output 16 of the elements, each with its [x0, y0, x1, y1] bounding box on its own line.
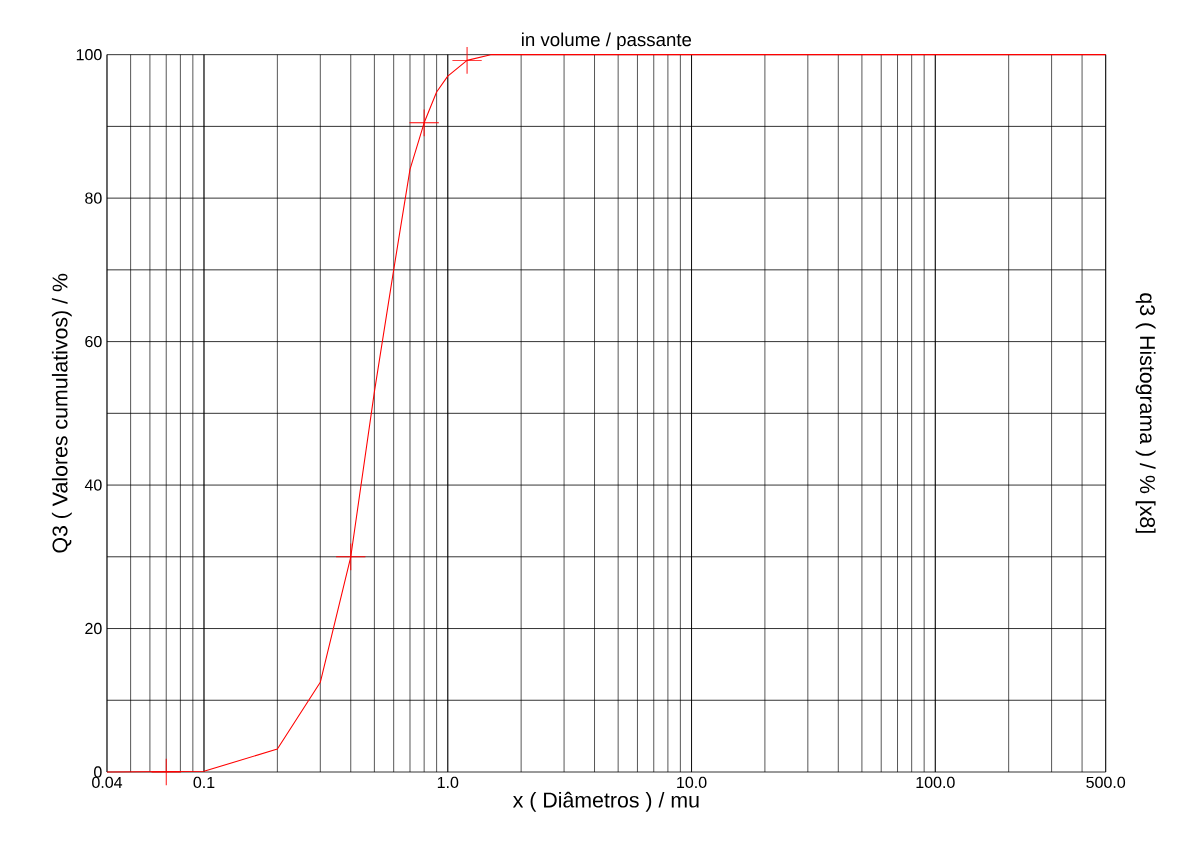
y-tick-label: 60: [85, 335, 102, 348]
x-tick-label: 10.0: [677, 776, 707, 789]
x-tick-label: 0.04: [92, 776, 123, 789]
y-tick-label: 0: [94, 766, 102, 778]
x-tick-label: 1.0: [437, 776, 459, 789]
y-tick-label: 80: [85, 192, 102, 204]
x-tick-label: 100.0: [916, 776, 955, 789]
x-tick-label: 0.1: [193, 776, 215, 789]
x-tick-label: 500.0: [1086, 776, 1126, 789]
y-tick-label: 40: [84, 479, 102, 491]
y-tick-label: 100: [76, 49, 102, 61]
y-axis-title: Q3 ( Valores cumulativos) / %: [51, 273, 72, 553]
chart-title: in volume / passante: [521, 32, 692, 50]
y-tick-label: 20: [85, 622, 102, 635]
x-axis-title: x ( Diâmetros ) / mu: [512, 791, 699, 812]
y2-axis-title: q3 ( Histograma ) / % [x8]: [1135, 293, 1156, 533]
